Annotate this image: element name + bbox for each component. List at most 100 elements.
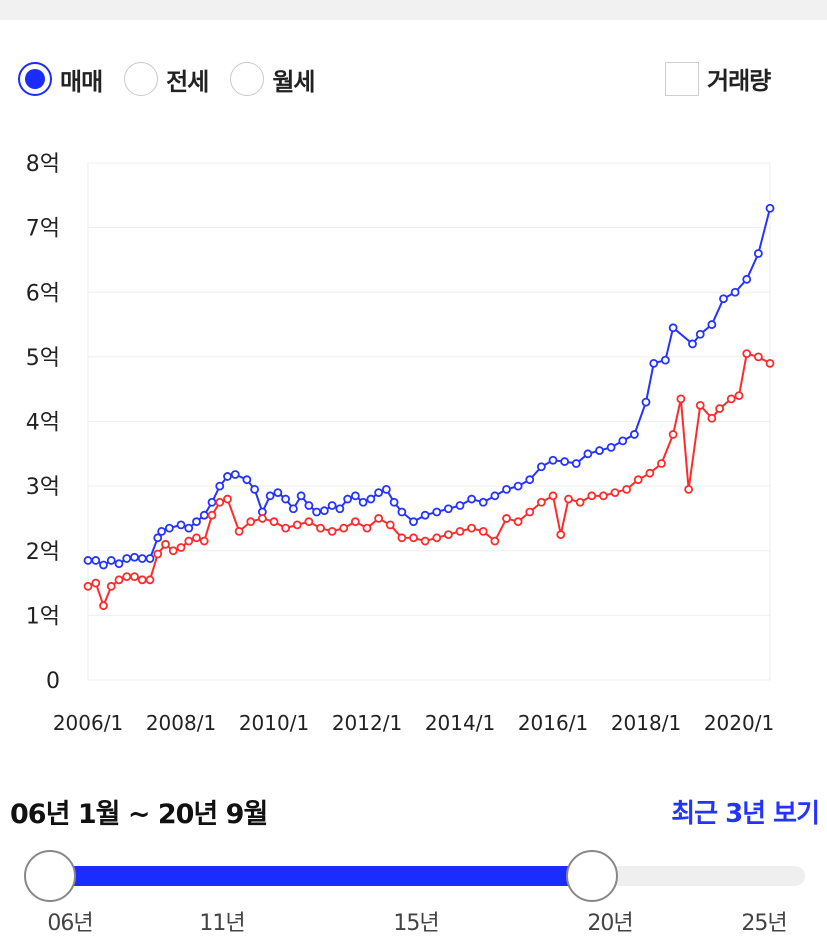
data-point bbox=[742, 349, 752, 359]
data-point bbox=[327, 526, 337, 536]
data-point bbox=[676, 394, 686, 404]
data-point bbox=[467, 494, 477, 504]
data-point bbox=[502, 484, 511, 494]
data-point bbox=[753, 249, 763, 258]
range-slider-end-handle[interactable] bbox=[566, 850, 618, 902]
volume-checkbox[interactable] bbox=[665, 61, 699, 96]
x-tick-label: 2016/1 bbox=[518, 711, 588, 735]
x-tick-label: 2020/1 bbox=[704, 711, 774, 735]
data-point bbox=[536, 462, 546, 472]
data-point bbox=[490, 536, 500, 546]
data-point bbox=[668, 430, 678, 439]
data-point bbox=[707, 413, 717, 423]
y-tick-label: 8억 bbox=[26, 152, 60, 177]
data-point bbox=[397, 507, 407, 517]
data-point bbox=[742, 274, 752, 284]
data-point bbox=[257, 514, 267, 523]
slider-tick-label: 15년 bbox=[393, 911, 439, 936]
data-point bbox=[548, 455, 558, 465]
data-point bbox=[122, 572, 132, 582]
radio-option-jeonse[interactable]: 전세 bbox=[124, 62, 209, 97]
range-slider-fill bbox=[50, 866, 588, 886]
data-point bbox=[114, 575, 124, 585]
data-point bbox=[230, 470, 240, 479]
data-point bbox=[536, 497, 546, 507]
data-point bbox=[145, 554, 155, 563]
price-trend-chart: 0 1억 2억 3억 4억 5억 6억 7억 8억 2006/1 2008/1 2010/1 2012/… bbox=[26, 152, 775, 735]
radio-option-monthly[interactable]: 월세 bbox=[230, 62, 316, 97]
data-point bbox=[316, 523, 325, 533]
data-point bbox=[695, 329, 705, 339]
data-point bbox=[161, 539, 170, 549]
data-point bbox=[409, 533, 418, 543]
data-point bbox=[137, 575, 147, 585]
series-line-0 bbox=[88, 207, 771, 567]
deal-type-radio-group: 매매 전세 월세 bbox=[18, 58, 337, 100]
radio-icon[interactable] bbox=[124, 62, 159, 96]
data-point bbox=[753, 352, 763, 362]
data-point bbox=[288, 504, 298, 514]
y-tick-label: 7억 bbox=[26, 217, 60, 242]
data-point bbox=[265, 491, 275, 501]
y-tick-label: 6억 bbox=[26, 281, 60, 306]
radio-label-monthly: 월세 bbox=[272, 67, 315, 96]
x-tick-label: 2010/1 bbox=[239, 711, 309, 735]
recent-3-years-link[interactable]: 최근 3년 보기 bbox=[671, 799, 820, 829]
x-tick-label: 2014/1 bbox=[425, 711, 495, 735]
y-tick-label: 3억 bbox=[26, 475, 60, 500]
data-point bbox=[192, 517, 201, 527]
data-point bbox=[137, 554, 147, 563]
data-point bbox=[176, 543, 186, 552]
data-point bbox=[629, 430, 639, 439]
data-point bbox=[130, 572, 139, 582]
data-point bbox=[695, 400, 705, 410]
data-point bbox=[598, 491, 608, 501]
data-point bbox=[726, 394, 736, 404]
data-point bbox=[319, 506, 329, 516]
data-point bbox=[455, 501, 465, 510]
radio-icon[interactable] bbox=[230, 62, 265, 96]
data-point bbox=[478, 526, 488, 536]
data-point bbox=[564, 494, 573, 504]
data-point bbox=[467, 523, 477, 533]
y-tick-label: 5억 bbox=[26, 346, 60, 371]
data-point bbox=[595, 446, 604, 455]
period-label: 06년 1월 ~ 20년 9월 bbox=[10, 799, 268, 830]
data-point bbox=[106, 556, 116, 565]
data-point bbox=[513, 517, 523, 527]
data-point bbox=[350, 517, 360, 527]
data-point bbox=[83, 556, 93, 565]
data-point bbox=[292, 520, 302, 530]
data-point bbox=[83, 581, 93, 591]
data-point bbox=[432, 533, 442, 543]
data-point bbox=[176, 520, 186, 530]
radio-icon[interactable] bbox=[18, 62, 52, 96]
x-tick-label: 2012/1 bbox=[332, 711, 402, 735]
data-point bbox=[335, 504, 345, 514]
data-point bbox=[385, 520, 395, 530]
data-point bbox=[366, 494, 376, 504]
range-slider-start-handle[interactable] bbox=[24, 850, 76, 902]
x-tick-label: 2006/1 bbox=[53, 711, 123, 735]
volume-toggle[interactable]: 거래량 bbox=[665, 61, 771, 96]
data-point bbox=[548, 491, 558, 501]
data-point bbox=[622, 484, 632, 494]
data-point bbox=[443, 504, 453, 514]
data-point bbox=[715, 404, 725, 413]
data-point bbox=[432, 507, 442, 517]
radio-option-sale[interactable]: 매매 bbox=[18, 62, 103, 97]
data-point bbox=[304, 517, 314, 527]
data-point bbox=[362, 523, 372, 533]
data-point bbox=[641, 397, 651, 407]
data-point bbox=[688, 339, 697, 349]
data-point bbox=[273, 488, 283, 497]
series-line-1 bbox=[87, 352, 771, 609]
data-point bbox=[91, 578, 101, 588]
data-point bbox=[223, 494, 232, 504]
y-tick-label: 0 bbox=[46, 669, 60, 694]
data-point bbox=[223, 472, 232, 481]
data-point bbox=[250, 484, 260, 494]
data-point bbox=[420, 510, 430, 520]
data-point bbox=[106, 581, 116, 591]
data-point bbox=[215, 481, 225, 491]
